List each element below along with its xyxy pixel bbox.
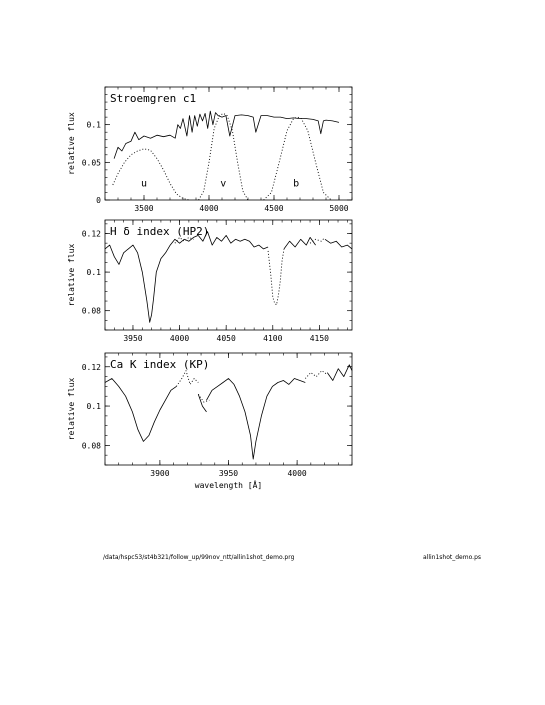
panel1-filter-label-b: b xyxy=(293,178,299,189)
panel2-x-tick-label: 3950 xyxy=(123,334,142,343)
panel3-series-1-solid-line xyxy=(104,378,177,442)
panel3-series-7-solid-line xyxy=(326,364,353,381)
panel1-series-4-dotted-line xyxy=(263,116,332,201)
panel3-x-tick-label: 4000 xyxy=(287,469,306,478)
panel3-x-tick-label: 3900 xyxy=(150,469,169,478)
panel1-y-tick-label: 0 xyxy=(96,196,101,205)
panel1-filter-label-u: u xyxy=(141,178,147,189)
panel2-series-5-solid-line xyxy=(283,236,316,250)
panel1-title: Stroemgren c1 xyxy=(110,92,196,105)
panel2-y-axis-title: relative flux xyxy=(67,244,76,307)
panel3-series-6-dotted-line xyxy=(304,370,328,379)
panel2-y-tick-label: 0.12 xyxy=(82,230,101,239)
panel3-y-tick-label: 0.12 xyxy=(82,363,101,372)
panel2-series-7-solid-line xyxy=(324,238,353,250)
panel1-series-2-dotted-line xyxy=(112,148,190,201)
panel3-title: Ca K index (KP) xyxy=(110,358,209,371)
panel2-series-4-dotted-line xyxy=(267,248,285,306)
panel2-y-tick-label: 0.1 xyxy=(87,268,102,277)
panel3-y-tick-label: 0.1 xyxy=(87,402,102,411)
panel2-series-2-dotted-line xyxy=(174,236,194,244)
panel1-frame xyxy=(104,86,353,201)
panel1-filter-label-v: v xyxy=(220,178,226,189)
panel2-x-tick-label: 4100 xyxy=(263,334,282,343)
panel1-series-1-solid-line xyxy=(113,110,340,159)
panel2-x-tick-label: 4000 xyxy=(170,334,189,343)
panel3-series-3-solid-line xyxy=(197,394,207,413)
panel2-title: H δ index (HP2) xyxy=(110,225,209,238)
panel1-x-tick-label: 4500 xyxy=(264,204,283,213)
footer-path: /data/hspc53/st4b321/follow_up/99nov_ntt… xyxy=(103,554,295,561)
panel3-series-5-solid-line xyxy=(206,378,306,460)
panel3-series-2-dotted-line xyxy=(176,370,199,387)
panel3-y-tick-label: 0.08 xyxy=(82,441,101,450)
panel3-y-axis-title: relative flux xyxy=(67,378,76,441)
panel2-frame xyxy=(104,219,353,331)
panel1-x-tick-label: 3500 xyxy=(134,204,153,213)
panel1-y-tick-label: 0.05 xyxy=(82,158,101,167)
panel1-x-tick-label: 4000 xyxy=(199,204,218,213)
panel1-y-axis-title: relative flux xyxy=(67,112,76,175)
panel1-x-tick-label: 5000 xyxy=(329,204,348,213)
panel2-x-tick-label: 4150 xyxy=(310,334,329,343)
footer-filename: allin1shot_demo.ps xyxy=(423,554,482,561)
panel2-y-tick-label: 0.08 xyxy=(82,307,101,316)
panel2-x-tick-label: 4050 xyxy=(217,334,236,343)
panel3-x-axis-title: wavelength [Å] xyxy=(195,479,262,490)
panel1-y-tick-label: 0.1 xyxy=(87,121,102,130)
panel2-series-3-solid-line xyxy=(197,231,269,250)
panel2-series-1-solid-line xyxy=(104,235,199,323)
panel3-x-tick-label: 3950 xyxy=(219,469,238,478)
panel3-series-4-dotted-line xyxy=(197,394,210,403)
panel2-series-6-dotted-line xyxy=(309,237,326,244)
